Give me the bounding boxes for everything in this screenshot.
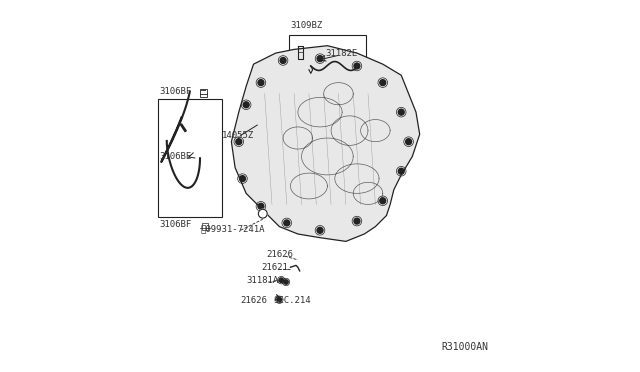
Text: 21626: 21626 (241, 296, 268, 305)
Text: R31000AN: R31000AN (442, 341, 489, 352)
Circle shape (258, 80, 264, 86)
Circle shape (317, 56, 323, 62)
Circle shape (243, 102, 249, 108)
Text: ⓟ09931-7241A: ⓟ09931-7241A (200, 224, 264, 233)
Circle shape (380, 80, 386, 86)
Circle shape (380, 198, 386, 204)
FancyBboxPatch shape (289, 35, 366, 99)
Circle shape (258, 203, 264, 209)
Circle shape (280, 58, 286, 63)
Circle shape (354, 218, 360, 224)
Text: SEC.214: SEC.214 (274, 296, 312, 305)
Text: 31181A: 31181A (246, 276, 278, 285)
Circle shape (354, 63, 360, 69)
Circle shape (277, 298, 282, 302)
Circle shape (236, 139, 242, 145)
Text: 21621: 21621 (261, 263, 288, 272)
Text: 3106BF: 3106BF (159, 220, 191, 229)
FancyBboxPatch shape (200, 89, 207, 97)
Circle shape (239, 176, 245, 182)
Circle shape (284, 220, 290, 226)
Text: 3109BZ: 3109BZ (291, 21, 323, 30)
Circle shape (284, 280, 288, 284)
Polygon shape (232, 46, 420, 241)
Circle shape (259, 209, 268, 218)
Text: 14055Z: 14055Z (222, 131, 255, 140)
Text: 3106BF: 3106BF (159, 87, 191, 96)
Circle shape (317, 227, 323, 233)
Circle shape (279, 278, 284, 282)
FancyBboxPatch shape (157, 99, 222, 217)
Text: 31182E: 31182E (326, 49, 358, 58)
Circle shape (406, 139, 412, 145)
Circle shape (398, 109, 404, 115)
FancyBboxPatch shape (202, 223, 208, 230)
Circle shape (398, 168, 404, 174)
Text: 3106BE: 3106BE (159, 152, 191, 161)
Text: 21626: 21626 (266, 250, 293, 259)
